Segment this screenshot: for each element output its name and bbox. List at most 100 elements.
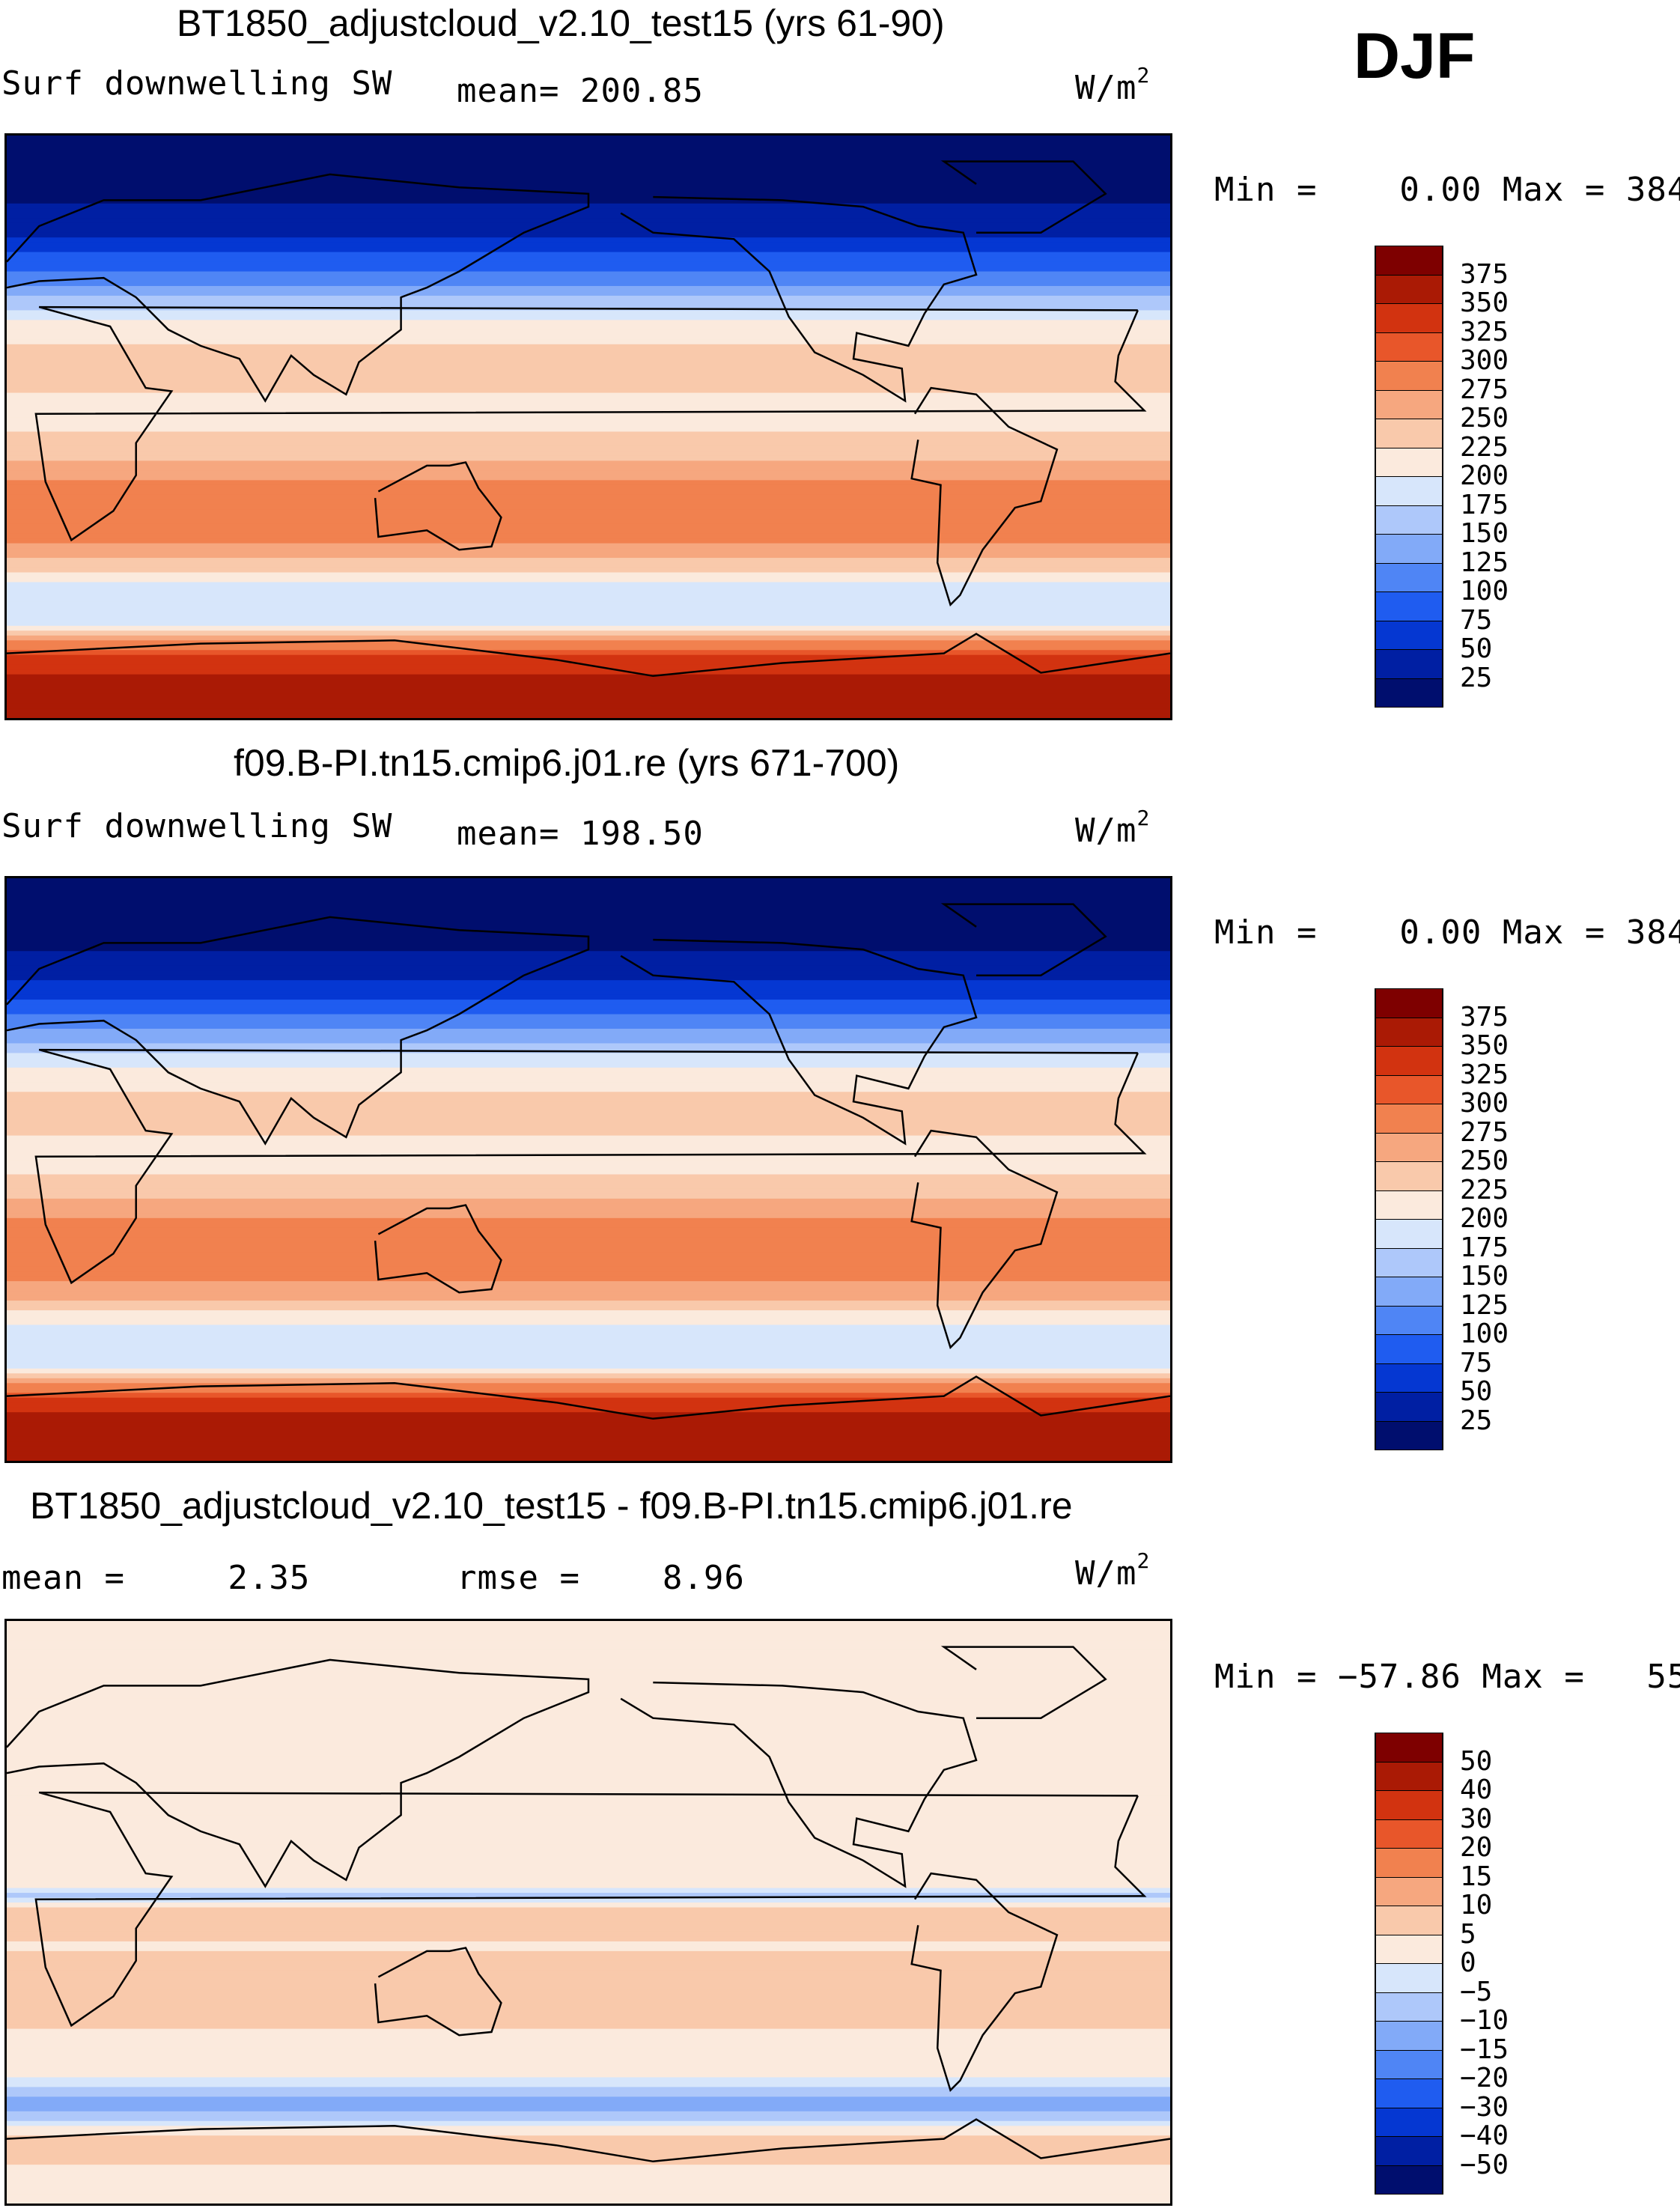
colorbar-swatch — [1375, 1934, 1443, 1964]
map-band — [7, 2165, 1170, 2171]
map-band — [7, 1368, 1170, 1375]
coastline — [940, 160, 1107, 234]
map-band — [7, 1766, 1170, 1772]
map-band — [7, 1281, 1170, 1287]
map-band — [7, 703, 1170, 710]
map-band — [7, 455, 1170, 462]
colorbar-tick-label: 15 — [1460, 1861, 1493, 1892]
map-band — [7, 247, 1170, 253]
map-band — [7, 2058, 1170, 2064]
map-band — [7, 383, 1170, 389]
map-band — [7, 1727, 1170, 1734]
map-band — [7, 645, 1170, 651]
colorbar-tick-label: 325 — [1460, 1059, 1509, 1090]
panel-3-rmse-value: 8.96 — [662, 1559, 745, 1597]
colorbar-tick-label: 20 — [1460, 1832, 1493, 1863]
map-band — [7, 2126, 1170, 2132]
map-band — [7, 1033, 1170, 1039]
map-band — [7, 1752, 1170, 1758]
map-band — [7, 961, 1170, 967]
map-band — [7, 276, 1170, 282]
map-band — [7, 329, 1170, 335]
map-band — [7, 922, 1170, 928]
colorbar-swatch — [1375, 2165, 1443, 2195]
map-band — [7, 514, 1170, 520]
map-band — [7, 470, 1170, 476]
map-band — [7, 1223, 1170, 1229]
map-band — [7, 1664, 1170, 1670]
panel-3-minmax: Min = −57.86 Max = 55.99 — [1214, 1658, 1680, 1696]
map-band — [7, 1334, 1170, 1340]
map-band — [7, 1077, 1170, 1083]
map-band — [7, 1718, 1170, 1724]
map-band — [7, 606, 1170, 612]
colorbar-swatch — [1375, 1132, 1443, 1162]
map-band — [7, 985, 1170, 991]
map-band — [7, 1393, 1170, 1399]
map-band — [7, 1271, 1170, 1277]
coastline — [374, 1204, 502, 1294]
colorbar-tick-label: 50 — [1460, 1745, 1493, 1777]
colorbar-swatch — [1375, 1247, 1443, 1277]
colorbar-tick-label: 275 — [1460, 374, 1509, 405]
map-band — [7, 611, 1170, 617]
map-band — [7, 568, 1170, 574]
panel-1-minmax: Min = 0.00 Max = 384.05 — [1214, 171, 1680, 209]
colorbar-tick-label: 300 — [1460, 345, 1509, 376]
panel-3-max-value: 55.99 — [1646, 1658, 1680, 1696]
coastline — [7, 633, 1170, 678]
map-band — [7, 1407, 1170, 1414]
coastline — [910, 1129, 1059, 1350]
map-band — [7, 252, 1170, 258]
map-band — [7, 1985, 1170, 1991]
map-band — [7, 1698, 1170, 1705]
map-band — [7, 2087, 1170, 2093]
map-band — [7, 689, 1170, 695]
map-band — [7, 519, 1170, 525]
colorbar-swatch — [1375, 1277, 1443, 1307]
map-band — [7, 183, 1170, 190]
map-band — [7, 1004, 1170, 1011]
map-band — [7, 417, 1170, 423]
map-band — [7, 261, 1170, 268]
panel-3-mean: mean = 2.35 — [1, 1559, 310, 1597]
map-band — [7, 2155, 1170, 2161]
map-band — [7, 2028, 1170, 2035]
map-band — [7, 548, 1170, 554]
map-band — [7, 228, 1170, 234]
map-band — [7, 285, 1170, 292]
coastline — [7, 1375, 1170, 1420]
coastline — [374, 1947, 502, 2037]
map-band — [7, 1140, 1170, 1146]
panel-2-mean-label: mean= — [457, 815, 560, 853]
map-band — [7, 577, 1170, 583]
map-band — [7, 398, 1170, 404]
map-band — [7, 1723, 1170, 1729]
map-band — [7, 621, 1170, 627]
map-band — [7, 2024, 1170, 2030]
map-band — [7, 1878, 1170, 1885]
map-band — [7, 1825, 1170, 1831]
colorbar-swatch — [1375, 1074, 1443, 1104]
coastline — [34, 305, 1147, 542]
colorbar-tick-label: −10 — [1460, 2005, 1509, 2036]
panel-3-title: BT1850_adjustcloud_v2.10_test15 - f09.B-… — [30, 1485, 1073, 1527]
map-band — [7, 1203, 1170, 1209]
map-band — [7, 373, 1170, 380]
colorbar-tick-label: 0 — [1460, 1947, 1476, 1978]
colorbar-tick-label: 300 — [1460, 1088, 1509, 1119]
map-band — [7, 359, 1170, 365]
map-band — [7, 883, 1170, 889]
map-band — [7, 150, 1170, 156]
map-band — [7, 2077, 1170, 2083]
colorbar-tick-label: 375 — [1460, 1001, 1509, 1032]
map-band — [7, 1936, 1170, 1942]
map-band — [7, 2106, 1170, 2112]
map-band — [7, 1659, 1170, 1666]
colorbar-swatch — [1375, 1420, 1443, 1450]
map-band — [7, 887, 1170, 894]
coastline — [7, 173, 590, 403]
colorbar-tick-label: 175 — [1460, 489, 1509, 520]
map-band — [7, 2140, 1170, 2147]
map-band — [7, 926, 1170, 933]
